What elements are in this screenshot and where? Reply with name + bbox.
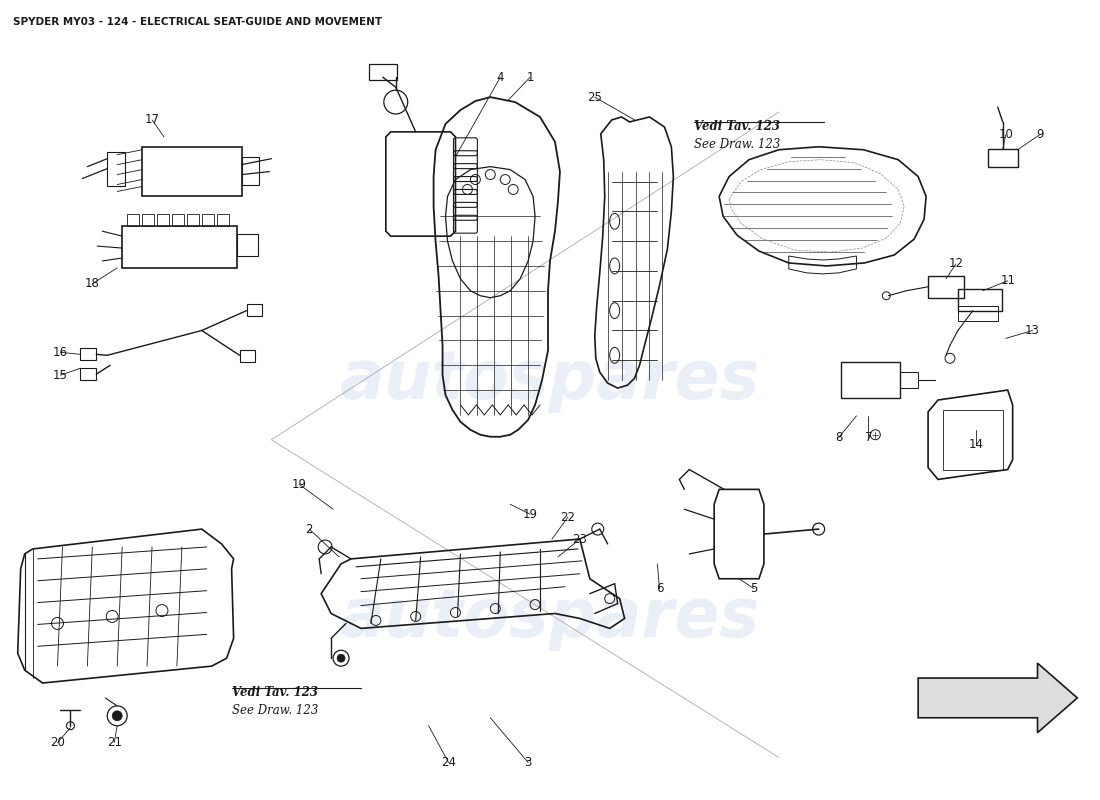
Text: 25: 25 [587, 90, 602, 104]
Bar [128, 214, 139, 226]
Text: 11: 11 [1000, 274, 1015, 287]
Text: 6: 6 [656, 582, 663, 595]
Bar [958, 306, 998, 321]
Text: 23: 23 [572, 533, 587, 546]
Text: 16: 16 [53, 346, 68, 359]
Circle shape [337, 654, 345, 662]
Bar [217, 214, 229, 226]
Bar [107, 152, 125, 186]
Text: Vedi Tav. 123: Vedi Tav. 123 [694, 120, 780, 133]
Bar [928, 276, 964, 298]
Bar [201, 214, 213, 226]
Circle shape [112, 711, 122, 721]
Bar [368, 64, 397, 80]
Bar [246, 304, 263, 315]
Text: 4: 4 [496, 70, 504, 84]
Bar [900, 372, 918, 388]
Text: 14: 14 [968, 438, 983, 451]
Text: 15: 15 [53, 369, 68, 382]
Bar [240, 350, 255, 362]
Polygon shape [918, 663, 1077, 733]
Bar [122, 226, 236, 268]
Text: 3: 3 [525, 756, 531, 769]
Text: 7: 7 [865, 431, 872, 444]
Text: See Draw. 123: See Draw. 123 [232, 704, 318, 717]
Text: 8: 8 [835, 431, 843, 444]
Bar [943, 410, 1003, 470]
Bar [80, 368, 97, 380]
Text: 1: 1 [527, 70, 534, 84]
Text: See Draw. 123: See Draw. 123 [694, 138, 781, 151]
Text: 20: 20 [51, 736, 65, 749]
Text: autospares: autospares [340, 347, 760, 413]
Text: 9: 9 [1036, 128, 1043, 142]
Text: Vedi Tav. 123: Vedi Tav. 123 [232, 686, 318, 699]
Text: 21: 21 [107, 736, 122, 749]
Bar [236, 234, 258, 256]
Text: 19: 19 [292, 478, 307, 491]
Bar [157, 214, 169, 226]
Text: autospares: autospares [340, 586, 760, 651]
Text: 24: 24 [441, 756, 456, 769]
Bar [242, 157, 260, 185]
Bar [988, 149, 1018, 166]
Text: 10: 10 [998, 128, 1013, 142]
Text: 5: 5 [750, 582, 758, 595]
Bar [840, 362, 900, 398]
Bar [80, 348, 97, 360]
Text: SPYDER MY03 - 124 - ELECTRICAL SEAT-GUIDE AND MOVEMENT: SPYDER MY03 - 124 - ELECTRICAL SEAT-GUID… [13, 17, 382, 26]
Text: 18: 18 [85, 278, 100, 290]
Bar [142, 214, 154, 226]
Text: 17: 17 [144, 114, 159, 126]
Bar [172, 214, 184, 226]
Text: 19: 19 [522, 508, 538, 521]
Bar [958, 289, 1002, 310]
Bar [142, 146, 242, 197]
Text: 22: 22 [560, 510, 575, 524]
Bar [187, 214, 199, 226]
Text: 12: 12 [948, 258, 964, 270]
Text: 2: 2 [306, 522, 313, 535]
Text: 13: 13 [1025, 324, 1040, 337]
